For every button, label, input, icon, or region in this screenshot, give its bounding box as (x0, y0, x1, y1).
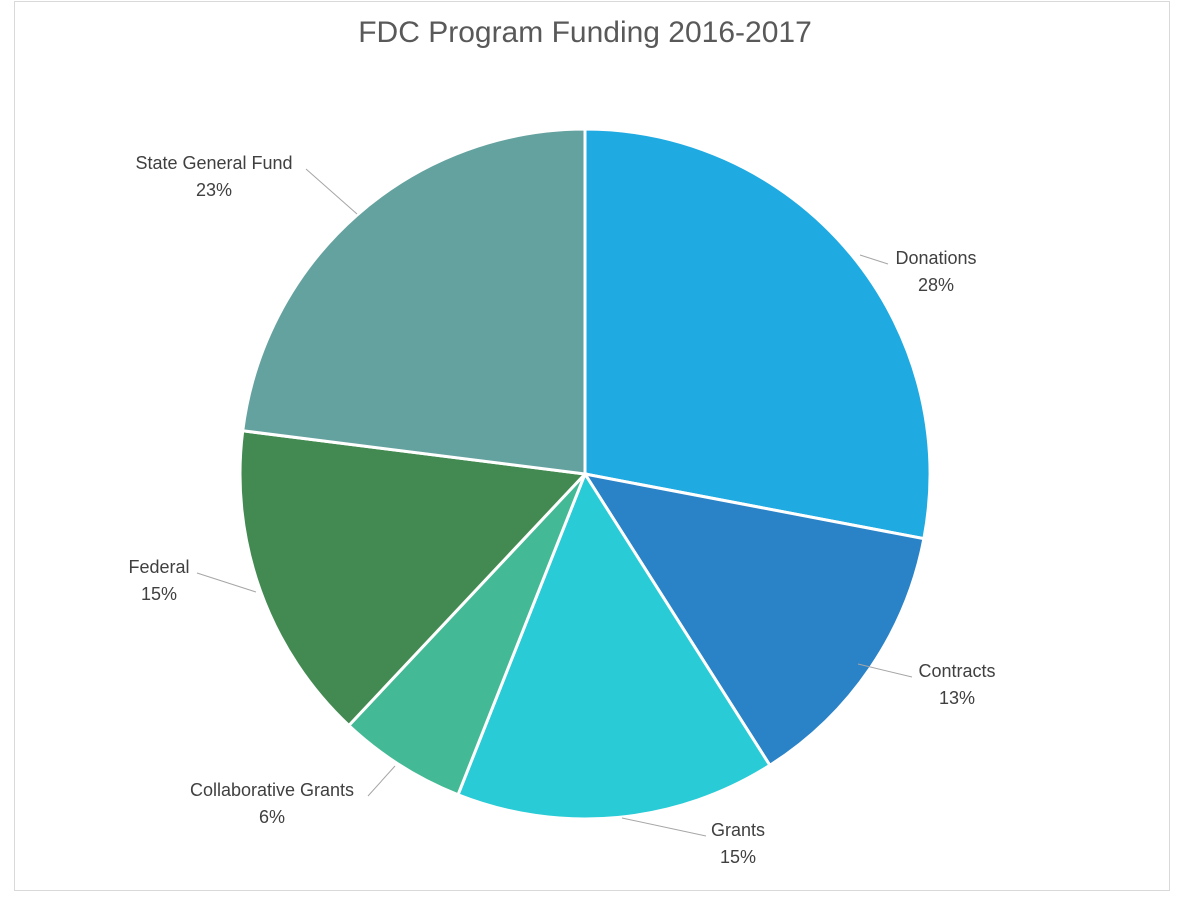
pie-slice-donations (583, 127, 932, 541)
slice-percent-label: 6% (259, 807, 285, 827)
slice-percent-label: 15% (141, 584, 177, 604)
slice-label: Donations (895, 248, 976, 268)
pie-slice-grants (456, 470, 772, 821)
slice-label: Contracts (918, 661, 995, 681)
chart-title: FDC Program Funding 2016-2017 (358, 16, 812, 49)
leader-line (857, 663, 913, 678)
leader-line (367, 765, 396, 797)
pie-slice-federal (238, 429, 589, 728)
slice-percent-label: 13% (939, 688, 975, 708)
slice-percent-label: 23% (196, 180, 232, 200)
pie-slice-contracts (581, 471, 926, 768)
pie-slice-state-general-fund (241, 127, 587, 476)
slice-label: Federal (128, 557, 189, 577)
slice-percent-label: 15% (720, 847, 756, 867)
leader-line (305, 168, 358, 215)
leader-line (859, 254, 889, 265)
leader-line (196, 572, 257, 593)
leader-line (621, 817, 707, 837)
slice-label: State General Fund (135, 153, 292, 173)
slice-label: Grants (711, 820, 765, 840)
slice-percent-label: 28% (918, 275, 954, 295)
slice-label: Collaborative Grants (190, 780, 354, 800)
pie-slice-collaborative-grants (346, 472, 587, 797)
